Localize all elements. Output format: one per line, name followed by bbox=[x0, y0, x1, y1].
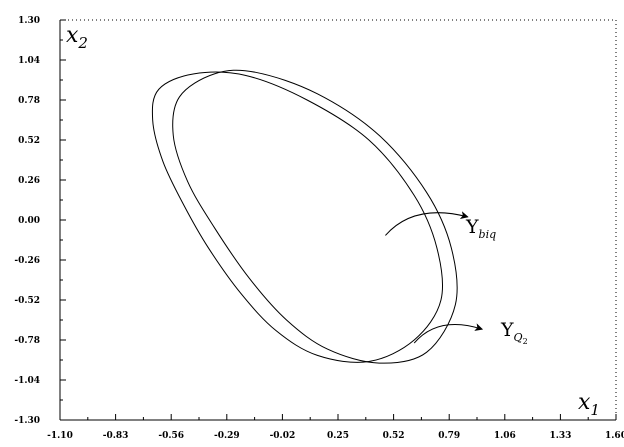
y-tick-label: -1.30 bbox=[14, 416, 40, 426]
y-tick-label: -1.04 bbox=[14, 376, 40, 386]
y-tick-label: 1.04 bbox=[18, 56, 40, 66]
arrow-biq bbox=[385, 211, 469, 236]
x-tick-label: 0.25 bbox=[327, 431, 349, 441]
y-tick-label: -0.78 bbox=[14, 336, 40, 346]
y-axis: 1.30 1.04 0.78 0.52 0.26 0.00 -0.26 -0.52 -0.78 -… bbox=[14, 16, 66, 426]
y-tick-label: 0.26 bbox=[18, 176, 40, 186]
curve-label-biq: Υbiq bbox=[465, 216, 496, 241]
y-tick-label: 0.52 bbox=[18, 136, 40, 146]
y-tick-label: 0.78 bbox=[18, 96, 40, 106]
x-tick-label: -0.02 bbox=[270, 431, 296, 441]
x-tick-label: 1.60 bbox=[605, 431, 624, 441]
x-tick-label: -1.10 bbox=[47, 431, 73, 441]
x-tick-label: 0.52 bbox=[383, 431, 405, 441]
annotation-group bbox=[385, 211, 484, 344]
x-tick-label: 0.79 bbox=[438, 431, 460, 441]
arrow-q2 bbox=[413, 323, 484, 344]
y-tick-label: 0.00 bbox=[18, 216, 40, 226]
curve-label-q2: ΥQ2 bbox=[500, 319, 528, 346]
x-tick-label: 1.33 bbox=[549, 431, 571, 441]
x-tick-label: -0.56 bbox=[158, 431, 184, 441]
x-tick-label: 1.06 bbox=[494, 431, 516, 441]
curve-biq bbox=[151, 71, 444, 363]
y-tick-label: -0.26 bbox=[14, 256, 40, 266]
y-tick-label: -0.52 bbox=[14, 296, 40, 306]
x-axis: -1.10 -0.83 -0.56 -0.29 -0.02 0.25 0.52 0.79 1.0… bbox=[47, 414, 624, 441]
y-tick-label: 1.30 bbox=[18, 16, 40, 26]
curve-q2 bbox=[172, 69, 458, 364]
curve-group bbox=[151, 69, 458, 364]
x-axis-label: x1 bbox=[578, 390, 600, 419]
y-axis-label: x2 bbox=[66, 23, 88, 52]
x-tick-label: -0.83 bbox=[103, 431, 129, 441]
x-tick-label: -0.29 bbox=[214, 431, 240, 441]
